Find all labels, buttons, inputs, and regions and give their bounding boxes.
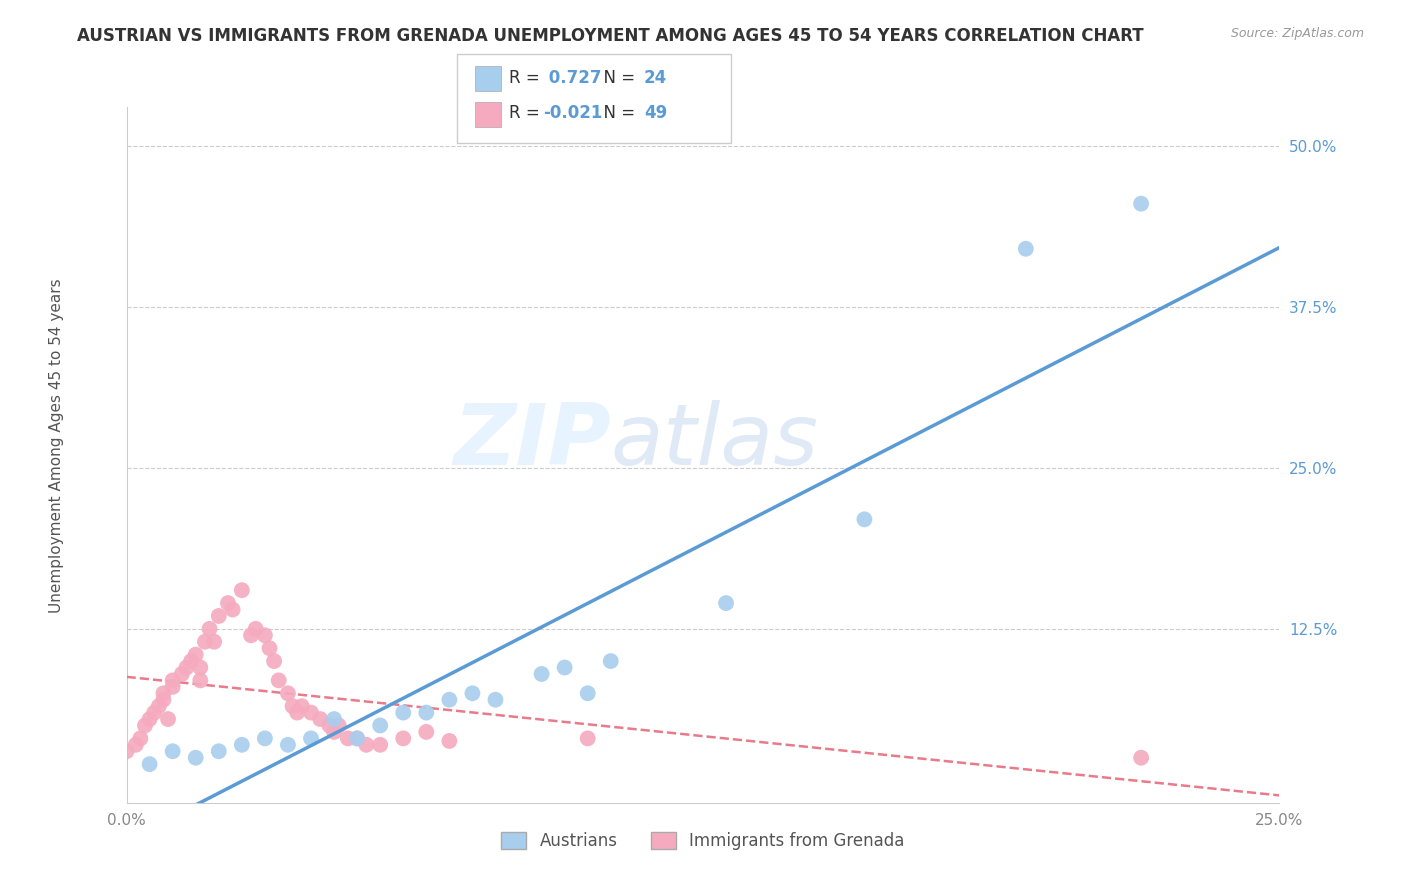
Point bbox=[336, 731, 359, 746]
Point bbox=[277, 738, 299, 752]
Point bbox=[1015, 242, 1038, 256]
Point bbox=[576, 731, 599, 746]
Point bbox=[1130, 196, 1153, 211]
Point bbox=[162, 680, 184, 694]
Point bbox=[221, 602, 243, 616]
Point bbox=[392, 706, 415, 720]
Point bbox=[299, 731, 322, 746]
Point bbox=[162, 744, 184, 758]
Point bbox=[188, 673, 211, 688]
Point bbox=[346, 731, 368, 746]
Point bbox=[253, 628, 276, 642]
Point bbox=[323, 712, 346, 726]
Text: AUSTRIAN VS IMMIGRANTS FROM GRENADA UNEMPLOYMENT AMONG AGES 45 TO 54 YEARS CORRE: AUSTRIAN VS IMMIGRANTS FROM GRENADA UNEM… bbox=[77, 27, 1144, 45]
Text: Unemployment Among Ages 45 to 54 years: Unemployment Among Ages 45 to 54 years bbox=[49, 278, 63, 614]
Point bbox=[143, 706, 166, 720]
Text: N =: N = bbox=[593, 69, 641, 87]
Point bbox=[368, 738, 391, 752]
Point bbox=[202, 634, 225, 648]
Point bbox=[484, 692, 506, 706]
Point bbox=[299, 706, 322, 720]
Point bbox=[356, 738, 378, 752]
Point bbox=[208, 744, 231, 758]
Point bbox=[285, 706, 308, 720]
Point bbox=[170, 667, 193, 681]
Point bbox=[184, 648, 207, 662]
Point bbox=[157, 712, 180, 726]
Point bbox=[323, 725, 346, 739]
Text: ZIP: ZIP bbox=[453, 400, 610, 483]
Point bbox=[328, 718, 350, 732]
Point bbox=[198, 622, 221, 636]
Point bbox=[277, 686, 299, 700]
Point bbox=[714, 596, 737, 610]
Point bbox=[125, 738, 148, 752]
Point bbox=[176, 660, 198, 674]
Text: 49: 49 bbox=[644, 104, 668, 122]
Point bbox=[138, 712, 160, 726]
Point bbox=[263, 654, 285, 668]
Text: R =: R = bbox=[509, 104, 546, 122]
Point bbox=[346, 731, 368, 746]
Point bbox=[439, 692, 461, 706]
Point bbox=[1130, 750, 1153, 764]
Point bbox=[318, 718, 340, 732]
Point bbox=[115, 744, 138, 758]
Point bbox=[231, 738, 253, 752]
Point bbox=[461, 686, 484, 700]
Text: -0.021: -0.021 bbox=[543, 104, 602, 122]
Point bbox=[267, 673, 290, 688]
Point bbox=[184, 750, 207, 764]
Text: 24: 24 bbox=[644, 69, 668, 87]
Point bbox=[530, 667, 553, 681]
Point bbox=[415, 725, 437, 739]
Point bbox=[853, 512, 876, 526]
Point bbox=[368, 718, 391, 732]
Point bbox=[162, 673, 184, 688]
Point bbox=[245, 622, 267, 636]
Point bbox=[259, 641, 281, 656]
Point bbox=[188, 660, 211, 674]
Point bbox=[134, 718, 156, 732]
Text: N =: N = bbox=[593, 104, 641, 122]
Text: Source: ZipAtlas.com: Source: ZipAtlas.com bbox=[1230, 27, 1364, 40]
Text: R =: R = bbox=[509, 69, 546, 87]
Point bbox=[148, 699, 170, 714]
Point bbox=[554, 660, 576, 674]
Text: atlas: atlas bbox=[610, 400, 818, 483]
Point bbox=[180, 654, 202, 668]
Point bbox=[439, 734, 461, 748]
Point bbox=[194, 634, 217, 648]
Point bbox=[240, 628, 263, 642]
Point bbox=[392, 731, 415, 746]
Point bbox=[231, 583, 253, 598]
Point bbox=[253, 731, 276, 746]
Point bbox=[138, 757, 160, 772]
Text: 0.727: 0.727 bbox=[543, 69, 602, 87]
Point bbox=[152, 686, 174, 700]
Point bbox=[415, 706, 437, 720]
Point bbox=[576, 686, 599, 700]
Point bbox=[281, 699, 304, 714]
Point bbox=[599, 654, 621, 668]
Point bbox=[291, 699, 314, 714]
Point bbox=[217, 596, 239, 610]
Point bbox=[152, 692, 174, 706]
Point bbox=[309, 712, 332, 726]
Legend: Austrians, Immigrants from Grenada: Austrians, Immigrants from Grenada bbox=[495, 826, 911, 857]
Point bbox=[208, 609, 231, 624]
Point bbox=[129, 731, 152, 746]
